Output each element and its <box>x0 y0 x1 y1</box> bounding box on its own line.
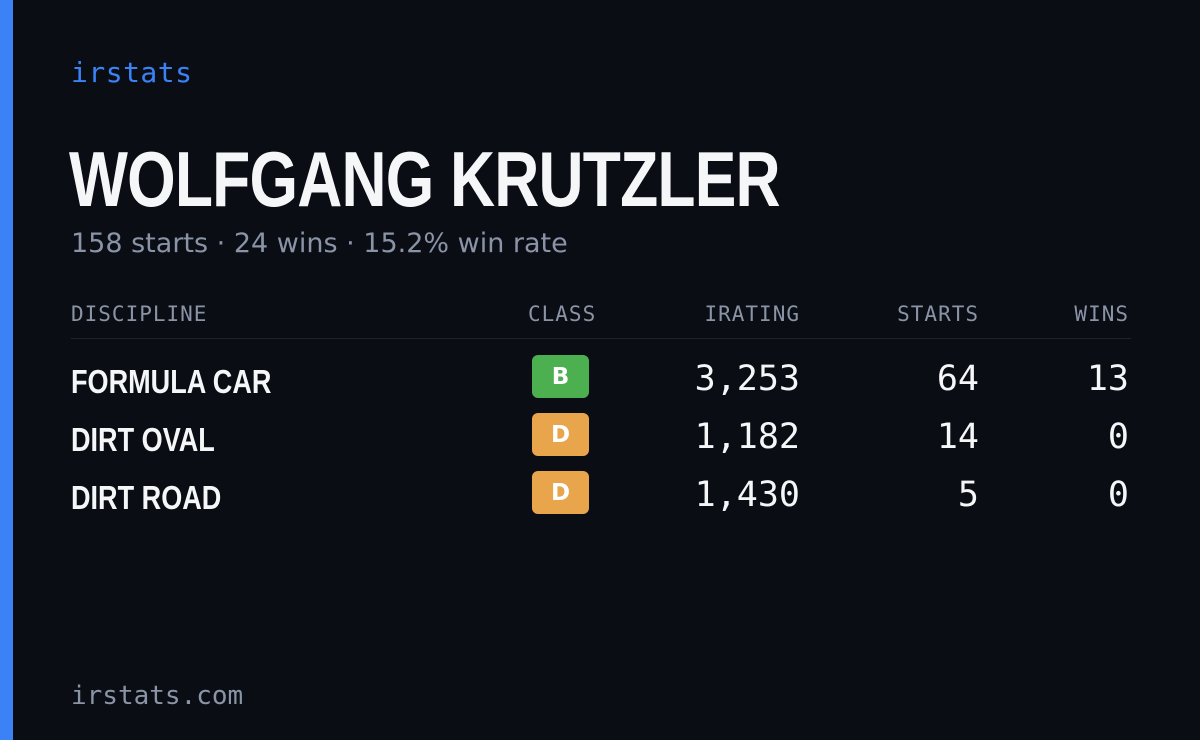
wins-value: 0 <box>1107 417 1129 457</box>
discipline-name: DIRT ROAD <box>71 479 222 516</box>
irating-value: 3,253 <box>694 359 800 399</box>
starts-value: 5 <box>957 475 979 515</box>
header-irating: IRATING <box>704 302 800 326</box>
table-row-formula-car: FORMULA CAR B 3,253 64 13 <box>71 339 1131 400</box>
class-badge: D <box>532 471 589 514</box>
wins-value: 13 <box>1086 359 1129 399</box>
discipline-table: DISCIPLINE CLASS IRATING STARTS WINS FOR… <box>71 298 1131 516</box>
discipline-name: DIRT OVAL <box>71 421 215 458</box>
header-wins: WINS <box>1074 302 1129 326</box>
header-starts: STARTS <box>897 302 979 326</box>
brand-logo-text[interactable]: irstats <box>71 56 193 89</box>
discipline-name: FORMULA CAR <box>71 363 272 400</box>
irating-value: 1,430 <box>694 475 800 515</box>
table-row-dirt-oval: DIRT OVAL D 1,182 14 0 <box>71 397 1131 458</box>
footer-url[interactable]: irstats.com <box>71 681 244 711</box>
irating-value: 1,182 <box>694 417 800 457</box>
class-badge: B <box>532 355 589 398</box>
class-badge: D <box>532 413 589 456</box>
table-header: DISCIPLINE CLASS IRATING STARTS WINS <box>71 298 1131 339</box>
header-discipline: DISCIPLINE <box>71 302 208 326</box>
starts-value: 64 <box>936 359 979 399</box>
driver-name: WOLFGANG KRUTZLER <box>69 135 781 223</box>
starts-value: 14 <box>936 417 979 457</box>
accent-bar <box>0 0 13 740</box>
driver-summary: 158 starts · 24 wins · 15.2% win rate <box>71 228 568 259</box>
header-class: CLASS <box>528 302 597 326</box>
table-row-dirt-road: DIRT ROAD D 1,430 5 0 <box>71 455 1131 516</box>
wins-value: 0 <box>1107 475 1129 515</box>
